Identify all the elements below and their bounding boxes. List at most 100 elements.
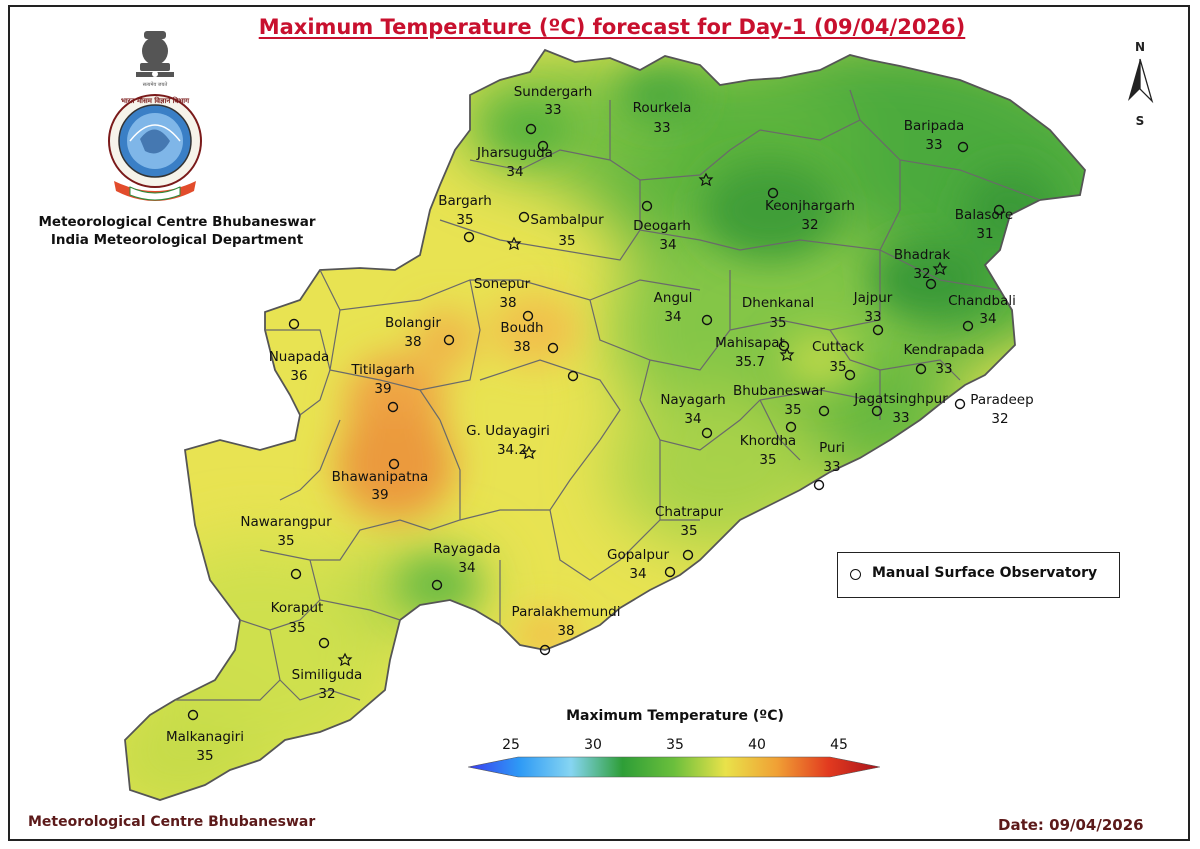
observatory-marker bbox=[522, 310, 534, 322]
page-title: Maximum Temperature (ºC) forecast for Da… bbox=[258, 15, 966, 39]
station-label: Koraput 35 bbox=[271, 600, 324, 636]
svg-text:सत्यमेव जयते: सत्यमेव जयते bbox=[143, 81, 168, 88]
svg-text:Keonjhargarh: Keonjhargarh bbox=[765, 198, 855, 214]
svg-text:38: 38 bbox=[499, 295, 516, 311]
svg-text:Nawarangpur: Nawarangpur bbox=[240, 514, 332, 530]
svg-text:31: 31 bbox=[976, 226, 993, 242]
svg-text:33: 33 bbox=[544, 102, 561, 118]
observatory-marker bbox=[525, 123, 537, 135]
svg-text:35: 35 bbox=[558, 233, 575, 249]
star-marker bbox=[932, 261, 948, 276]
svg-text:35: 35 bbox=[288, 620, 305, 636]
svg-text:Bhawanipatna: Bhawanipatna bbox=[332, 469, 429, 485]
station-label: Nuapada 36 bbox=[269, 349, 330, 384]
colorbar-ticks: 25 30 35 40 45 bbox=[470, 737, 880, 757]
svg-text:G. Udayagiri: G. Udayagiri bbox=[466, 423, 550, 439]
station-label: Chandbali 34 bbox=[948, 293, 1016, 327]
svg-text:35: 35 bbox=[784, 402, 801, 418]
svg-text:34: 34 bbox=[629, 566, 646, 582]
station-label: Sundergarh 33 bbox=[514, 84, 593, 118]
svg-text:33: 33 bbox=[935, 361, 952, 377]
station-label: Chatrapur 35 bbox=[655, 504, 723, 539]
observatory-marker bbox=[682, 549, 694, 561]
station-label: Nawarangpur 35 bbox=[240, 514, 332, 549]
svg-text:34: 34 bbox=[458, 560, 475, 576]
svg-text:35: 35 bbox=[829, 359, 846, 375]
svg-text:Chatrapur: Chatrapur bbox=[655, 504, 723, 520]
svg-text:35: 35 bbox=[196, 748, 213, 764]
station-label: Paralakhemundi 38 bbox=[512, 604, 621, 639]
observatory-marker bbox=[567, 370, 579, 382]
observatory-marker bbox=[871, 405, 883, 417]
svg-text:Bargarh: Bargarh bbox=[438, 193, 492, 209]
svg-text:32: 32 bbox=[318, 686, 335, 702]
observatory-marker bbox=[318, 637, 330, 649]
observatory-marker bbox=[957, 141, 969, 153]
footer-date: Date: 09/04/2026 bbox=[998, 816, 1144, 834]
station-label: Angul 34 bbox=[654, 290, 693, 325]
north-label: N bbox=[1135, 40, 1145, 54]
station-label: Sonepur 38 bbox=[474, 276, 531, 311]
station-label: Kendrapada 33 bbox=[903, 342, 984, 377]
svg-text:Jagatsinghpur: Jagatsinghpur bbox=[853, 391, 948, 407]
svg-text:38: 38 bbox=[404, 334, 421, 350]
colorbar-tick-label: 35 bbox=[666, 737, 684, 753]
svg-text:34.2: 34.2 bbox=[497, 442, 527, 458]
colorbar-tick-label: 45 bbox=[830, 737, 848, 753]
station-label: Gopalpur 34 bbox=[607, 547, 669, 582]
observatory-marker bbox=[767, 187, 779, 199]
station-label: Bhawanipatna 39 bbox=[332, 469, 429, 503]
svg-text:Rourkela: Rourkela bbox=[633, 100, 692, 116]
svg-text:35: 35 bbox=[456, 212, 473, 228]
svg-text:34: 34 bbox=[506, 164, 523, 180]
svg-text:Chandbali: Chandbali bbox=[948, 293, 1016, 309]
temperature-field bbox=[125, 50, 1085, 800]
station-label: Nayagarh 34 bbox=[660, 392, 725, 427]
svg-text:33: 33 bbox=[864, 309, 881, 325]
svg-text:32: 32 bbox=[991, 411, 1008, 427]
svg-text:32: 32 bbox=[801, 217, 818, 233]
svg-text:33: 33 bbox=[925, 137, 942, 153]
observatory-marker bbox=[962, 320, 974, 332]
star-marker bbox=[698, 172, 714, 187]
svg-text:Paradeep: Paradeep bbox=[970, 392, 1033, 408]
svg-text:Nuapada: Nuapada bbox=[269, 349, 330, 365]
observatory-marker bbox=[664, 566, 676, 578]
colorbar-tick-label: 25 bbox=[502, 737, 520, 753]
svg-text:Sambalpur: Sambalpur bbox=[530, 212, 604, 228]
map-legend: Manual Surface Observatory bbox=[837, 552, 1120, 598]
svg-text:Paralakhemundi: Paralakhemundi bbox=[512, 604, 621, 620]
station-label: Jajpur 33 bbox=[853, 290, 893, 325]
svg-text:33: 33 bbox=[823, 459, 840, 475]
station-label: Paradeep 32 bbox=[970, 392, 1033, 427]
star-marker bbox=[337, 652, 353, 667]
observatory-marker bbox=[290, 568, 302, 580]
station-label: Mahisapat 35.7 bbox=[715, 335, 785, 370]
organization-line-2: India Meteorological Department bbox=[50, 232, 304, 248]
svg-text:Similiguda: Similiguda bbox=[292, 667, 363, 683]
svg-text:35: 35 bbox=[769, 315, 786, 331]
svg-text:33: 33 bbox=[653, 120, 670, 136]
station-label: Sambalpur 35 bbox=[530, 212, 604, 249]
svg-text:Sundergarh: Sundergarh bbox=[514, 84, 593, 100]
observatory-marker bbox=[187, 709, 199, 721]
station-label: Jagatsinghpur 33 bbox=[853, 391, 948, 426]
svg-text:34: 34 bbox=[979, 311, 996, 327]
station-label: Malkanagiri 35 bbox=[166, 729, 244, 764]
svg-text:35: 35 bbox=[277, 533, 294, 549]
svg-text:36: 36 bbox=[290, 368, 307, 384]
station-label: Titilagarh 39 bbox=[350, 362, 414, 397]
svg-text:35.7: 35.7 bbox=[735, 354, 765, 370]
svg-text:38: 38 bbox=[513, 339, 530, 355]
colorbar bbox=[468, 756, 880, 778]
observatory-marker bbox=[993, 204, 1005, 216]
svg-text:32: 32 bbox=[913, 266, 930, 282]
colorbar-title: Maximum Temperature (ºC) bbox=[566, 708, 784, 724]
observatory-marker bbox=[785, 421, 797, 433]
observatory-marker bbox=[443, 334, 455, 346]
station-labels: Sundergarh 33 Rourkela 33 Jharsuguda 34 … bbox=[166, 84, 1034, 764]
svg-text:33: 33 bbox=[892, 410, 909, 426]
svg-text:Jharsuguda: Jharsuguda bbox=[476, 145, 553, 161]
svg-text:Deogarh: Deogarh bbox=[633, 218, 691, 234]
